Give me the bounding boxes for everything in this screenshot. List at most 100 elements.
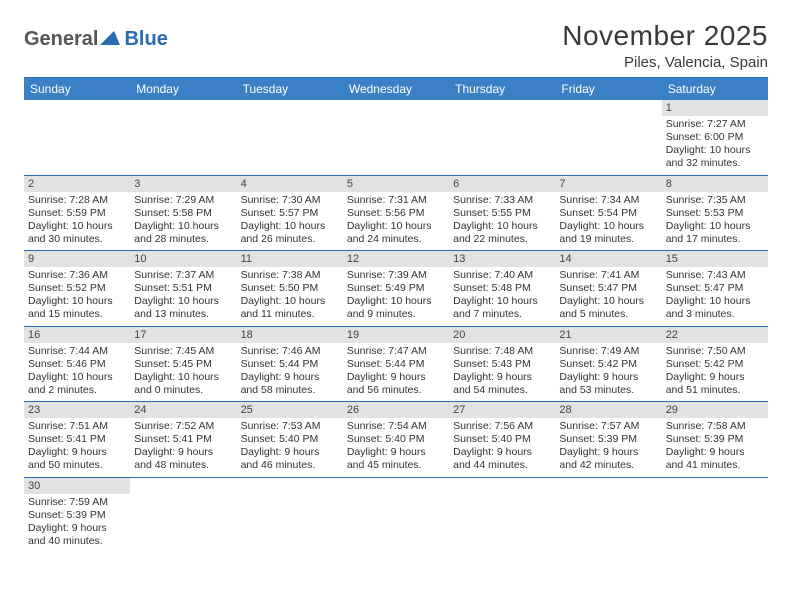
day-body: Sunrise: 7:40 AMSunset: 5:48 PMDaylight:…	[449, 267, 555, 326]
day-number: 12	[343, 251, 449, 267]
day-number: 8	[662, 176, 768, 192]
sunset-text: Sunset: 5:58 PM	[134, 207, 232, 220]
day-cell	[130, 477, 236, 552]
day-body: Sunrise: 7:36 AMSunset: 5:52 PMDaylight:…	[24, 267, 130, 326]
day-body: Sunrise: 7:46 AMSunset: 5:44 PMDaylight:…	[237, 343, 343, 402]
sunrise-text: Sunrise: 7:54 AM	[347, 420, 445, 433]
logo: General Blue	[24, 20, 168, 51]
day-number: 14	[555, 251, 661, 267]
day-body: Sunrise: 7:43 AMSunset: 5:47 PMDaylight:…	[662, 267, 768, 326]
sunset-text: Sunset: 5:44 PM	[347, 358, 445, 371]
sunset-text: Sunset: 6:00 PM	[666, 131, 764, 144]
day-number: 16	[24, 327, 130, 343]
sunset-text: Sunset: 5:43 PM	[453, 358, 551, 371]
daylight-text: Daylight: 10 hours and 19 minutes.	[559, 220, 657, 246]
sunrise-text: Sunrise: 7:33 AM	[453, 194, 551, 207]
sunrise-text: Sunrise: 7:46 AM	[241, 345, 339, 358]
sunrise-text: Sunrise: 7:56 AM	[453, 420, 551, 433]
day-cell: 24Sunrise: 7:52 AMSunset: 5:41 PMDayligh…	[130, 402, 236, 478]
sunrise-text: Sunrise: 7:41 AM	[559, 269, 657, 282]
sunset-text: Sunset: 5:59 PM	[28, 207, 126, 220]
day-number: 1	[662, 100, 768, 116]
daylight-text: Daylight: 9 hours and 53 minutes.	[559, 371, 657, 397]
daylight-text: Daylight: 9 hours and 46 minutes.	[241, 446, 339, 472]
day-cell: 3Sunrise: 7:29 AMSunset: 5:58 PMDaylight…	[130, 175, 236, 251]
week-row: 16Sunrise: 7:44 AMSunset: 5:46 PMDayligh…	[24, 326, 768, 402]
day-body: Sunrise: 7:31 AMSunset: 5:56 PMDaylight:…	[343, 192, 449, 251]
daylight-text: Daylight: 9 hours and 58 minutes.	[241, 371, 339, 397]
sunrise-text: Sunrise: 7:58 AM	[666, 420, 764, 433]
sunset-text: Sunset: 5:50 PM	[241, 282, 339, 295]
daylight-text: Daylight: 10 hours and 2 minutes.	[28, 371, 126, 397]
day-body: Sunrise: 7:35 AMSunset: 5:53 PMDaylight:…	[662, 192, 768, 251]
sunset-text: Sunset: 5:55 PM	[453, 207, 551, 220]
sunrise-text: Sunrise: 7:35 AM	[666, 194, 764, 207]
day-body: Sunrise: 7:28 AMSunset: 5:59 PMDaylight:…	[24, 192, 130, 251]
day-cell: 22Sunrise: 7:50 AMSunset: 5:42 PMDayligh…	[662, 326, 768, 402]
sunset-text: Sunset: 5:41 PM	[28, 433, 126, 446]
daylight-text: Daylight: 10 hours and 28 minutes.	[134, 220, 232, 246]
day-cell	[343, 477, 449, 552]
day-number: 26	[343, 402, 449, 418]
sunrise-text: Sunrise: 7:57 AM	[559, 420, 657, 433]
day-body: Sunrise: 7:49 AMSunset: 5:42 PMDaylight:…	[555, 343, 661, 402]
week-row: 30Sunrise: 7:59 AMSunset: 5:39 PMDayligh…	[24, 477, 768, 552]
daylight-text: Daylight: 10 hours and 3 minutes.	[666, 295, 764, 321]
daylight-text: Daylight: 10 hours and 9 minutes.	[347, 295, 445, 321]
calendar-table: Sunday Monday Tuesday Wednesday Thursday…	[24, 78, 768, 552]
sunrise-text: Sunrise: 7:49 AM	[559, 345, 657, 358]
header: General Blue November 2025 Piles, Valenc…	[24, 20, 768, 71]
sunrise-text: Sunrise: 7:36 AM	[28, 269, 126, 282]
day-number: 9	[24, 251, 130, 267]
day-cell	[343, 100, 449, 175]
sunset-text: Sunset: 5:39 PM	[666, 433, 764, 446]
day-number: 4	[237, 176, 343, 192]
day-number: 10	[130, 251, 236, 267]
day-cell: 25Sunrise: 7:53 AMSunset: 5:40 PMDayligh…	[237, 402, 343, 478]
day-cell	[555, 477, 661, 552]
weekday-thu: Thursday	[449, 78, 555, 100]
sunrise-text: Sunrise: 7:28 AM	[28, 194, 126, 207]
title-block: November 2025 Piles, Valencia, Spain	[562, 20, 768, 71]
day-body: Sunrise: 7:51 AMSunset: 5:41 PMDaylight:…	[24, 418, 130, 477]
day-cell: 7Sunrise: 7:34 AMSunset: 5:54 PMDaylight…	[555, 175, 661, 251]
day-cell: 4Sunrise: 7:30 AMSunset: 5:57 PMDaylight…	[237, 175, 343, 251]
daylight-text: Daylight: 10 hours and 22 minutes.	[453, 220, 551, 246]
sunset-text: Sunset: 5:44 PM	[241, 358, 339, 371]
day-body: Sunrise: 7:59 AMSunset: 5:39 PMDaylight:…	[24, 494, 130, 553]
sunset-text: Sunset: 5:51 PM	[134, 282, 232, 295]
day-number: 11	[237, 251, 343, 267]
day-cell: 10Sunrise: 7:37 AMSunset: 5:51 PMDayligh…	[130, 251, 236, 327]
sunset-text: Sunset: 5:49 PM	[347, 282, 445, 295]
daylight-text: Daylight: 9 hours and 44 minutes.	[453, 446, 551, 472]
daylight-text: Daylight: 10 hours and 13 minutes.	[134, 295, 232, 321]
day-cell: 20Sunrise: 7:48 AMSunset: 5:43 PMDayligh…	[449, 326, 555, 402]
sunset-text: Sunset: 5:40 PM	[241, 433, 339, 446]
daylight-text: Daylight: 10 hours and 15 minutes.	[28, 295, 126, 321]
day-number: 27	[449, 402, 555, 418]
sunset-text: Sunset: 5:48 PM	[453, 282, 551, 295]
day-cell: 18Sunrise: 7:46 AMSunset: 5:44 PMDayligh…	[237, 326, 343, 402]
sunset-text: Sunset: 5:39 PM	[28, 509, 126, 522]
logo-text-blue: Blue	[124, 28, 167, 51]
daylight-text: Daylight: 9 hours and 41 minutes.	[666, 446, 764, 472]
day-cell: 16Sunrise: 7:44 AMSunset: 5:46 PMDayligh…	[24, 326, 130, 402]
day-body: Sunrise: 7:39 AMSunset: 5:49 PMDaylight:…	[343, 267, 449, 326]
sunrise-text: Sunrise: 7:53 AM	[241, 420, 339, 433]
day-body: Sunrise: 7:33 AMSunset: 5:55 PMDaylight:…	[449, 192, 555, 251]
month-title: November 2025	[562, 20, 768, 52]
day-number: 20	[449, 327, 555, 343]
day-cell: 27Sunrise: 7:56 AMSunset: 5:40 PMDayligh…	[449, 402, 555, 478]
day-body: Sunrise: 7:38 AMSunset: 5:50 PMDaylight:…	[237, 267, 343, 326]
day-body: Sunrise: 7:47 AMSunset: 5:44 PMDaylight:…	[343, 343, 449, 402]
calendar-body: 1Sunrise: 7:27 AMSunset: 6:00 PMDaylight…	[24, 100, 768, 552]
day-cell	[662, 477, 768, 552]
weekday-fri: Friday	[555, 78, 661, 100]
week-row: 9Sunrise: 7:36 AMSunset: 5:52 PMDaylight…	[24, 251, 768, 327]
day-body: Sunrise: 7:41 AMSunset: 5:47 PMDaylight:…	[555, 267, 661, 326]
daylight-text: Daylight: 10 hours and 30 minutes.	[28, 220, 126, 246]
sunset-text: Sunset: 5:42 PM	[559, 358, 657, 371]
day-body: Sunrise: 7:45 AMSunset: 5:45 PMDaylight:…	[130, 343, 236, 402]
daylight-text: Daylight: 10 hours and 7 minutes.	[453, 295, 551, 321]
sunrise-text: Sunrise: 7:39 AM	[347, 269, 445, 282]
